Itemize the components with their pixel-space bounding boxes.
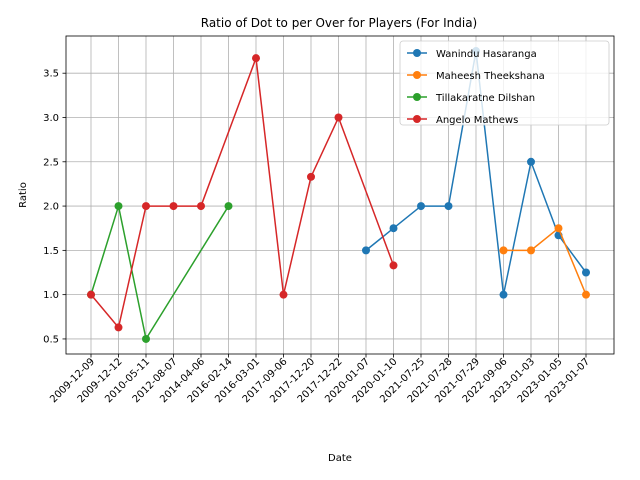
legend-label: Wanindu Hasaranga <box>436 49 537 60</box>
legend-box <box>399 40 610 126</box>
data-point-wanindu-hasaranga <box>362 246 370 255</box>
data-point-angelo-mathews <box>389 261 398 270</box>
x-axis-label: Date <box>328 453 352 464</box>
data-point-angelo-mathews <box>252 54 260 63</box>
data-point-wanindu-hasaranga <box>527 157 535 166</box>
data-point-wanindu-hasaranga <box>582 268 590 277</box>
y-tick-label: 1.5 <box>43 246 59 257</box>
y-tick-label: 1.0 <box>43 290 59 301</box>
data-point-wanindu-hasaranga <box>499 290 508 299</box>
data-point-tillakaratne-dilshan <box>142 334 150 343</box>
legend-label: Maheesh Theekshana <box>436 71 545 82</box>
legend: Wanindu Hasaranga Maheesh Theekshana Tilla… <box>399 40 610 126</box>
data-point-angelo-mathews <box>307 172 315 181</box>
series-line-tillakaratne-dilshan <box>90 205 230 341</box>
y-tick-label: 0.5 <box>43 334 59 345</box>
series-line-maheesh-theekshana <box>503 227 587 295</box>
grid <box>66 36 614 354</box>
data-point-wanindu-hasaranga <box>389 224 398 233</box>
legend-marker <box>413 71 421 79</box>
data-point-angelo-mathews <box>114 323 123 332</box>
data-point-angelo-mathews <box>169 202 178 211</box>
y-axis-label: Ratio <box>18 182 29 208</box>
plot-frame <box>65 35 615 355</box>
data-point-wanindu-hasaranga <box>444 202 453 211</box>
y-axis: 0.5 1.0 1.5 2.0 2.5 3.0 3.5 <box>43 69 66 345</box>
data-point-angelo-mathews <box>197 202 205 211</box>
y-tick-label: 3.5 <box>43 69 59 80</box>
data-point-maheesh-theekshana <box>554 224 563 233</box>
legend-label: Tillakaratne Dilshan <box>435 93 535 104</box>
data-point-angelo-mathews <box>334 113 343 122</box>
data-point-maheesh-theekshana <box>527 246 535 255</box>
data-point-angelo-mathews <box>142 202 150 211</box>
legend-marker <box>413 93 421 101</box>
chart-title: Ratio of Dot to per Over for Players (Fo… <box>201 16 478 30</box>
data-point-angelo-mathews <box>87 290 95 299</box>
y-tick-label: 2.0 <box>43 202 59 213</box>
data-point-tillakaratne-dilshan <box>114 202 123 211</box>
data-point-tillakaratne-dilshan <box>224 202 233 211</box>
series-line-angelo-mathews <box>90 57 395 330</box>
y-tick-label: 2.5 <box>43 157 59 168</box>
legend-marker <box>413 115 421 123</box>
data-point-wanindu-hasaranga <box>417 202 425 211</box>
legend-label: Angelo Mathews <box>436 115 518 126</box>
y-tick-label: 3.0 <box>43 113 59 124</box>
data-point-angelo-mathews <box>279 290 288 299</box>
data-point-maheesh-theekshana <box>499 246 508 255</box>
data-point-maheesh-theekshana <box>582 290 590 299</box>
legend-marker <box>413 49 421 57</box>
